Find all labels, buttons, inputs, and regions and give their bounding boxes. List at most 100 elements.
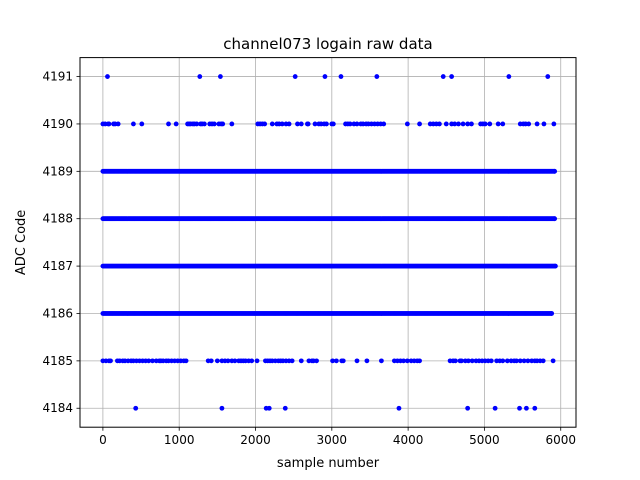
- data-point: [208, 358, 214, 364]
- data-point: [150, 358, 155, 364]
- x-tick-label: 4000: [393, 433, 424, 447]
- x-tick-label: 3000: [317, 433, 348, 447]
- data-point: [131, 121, 136, 127]
- data-point: [549, 311, 554, 316]
- data-point: [526, 121, 532, 127]
- data-point: [225, 358, 231, 364]
- data-point: [437, 121, 442, 127]
- data-point: [504, 358, 510, 364]
- data-point: [269, 121, 275, 127]
- y-tick-label: 4188: [42, 212, 73, 226]
- data-point: [466, 358, 471, 364]
- data-point: [541, 121, 547, 127]
- data-point: [347, 121, 353, 127]
- data-point: [106, 121, 112, 127]
- data-point: [517, 358, 523, 364]
- chart-title: channel073 logain raw data: [223, 35, 432, 53]
- data-point: [354, 121, 360, 127]
- data-point: [552, 168, 558, 174]
- data-point: [551, 121, 557, 127]
- data-point: [292, 74, 298, 79]
- data-point: [183, 358, 189, 364]
- data-point: [540, 358, 546, 364]
- plot-frame: [79, 57, 577, 428]
- data-point: [440, 74, 446, 79]
- data-point: [453, 358, 458, 364]
- x-tick-label: 2000: [240, 433, 271, 447]
- y-tick-label: 4191: [42, 70, 73, 84]
- data-point: [482, 121, 488, 127]
- y-tick-label: 4190: [42, 117, 73, 131]
- data-point: [443, 121, 449, 127]
- y-axis-label: ADC Code: [14, 210, 29, 275]
- data-point: [214, 358, 220, 364]
- data-point: [404, 121, 410, 127]
- data-point: [211, 121, 217, 127]
- y-tick-label: 4184: [42, 401, 73, 415]
- data-point: [115, 121, 121, 127]
- data-point: [514, 358, 519, 364]
- data-point: [469, 121, 474, 127]
- data-point: [521, 358, 527, 364]
- data-point: [396, 405, 402, 411]
- data-point: [354, 358, 360, 364]
- data-point: [105, 74, 110, 79]
- data-point: [506, 74, 512, 79]
- x-tick-label: 6000: [545, 433, 576, 447]
- data-point: [249, 358, 255, 364]
- data-point: [298, 358, 304, 364]
- data-point: [552, 263, 558, 269]
- x-tick-label: 1000: [164, 433, 195, 447]
- data-point: [487, 121, 493, 127]
- data-point: [201, 121, 207, 127]
- data-point: [139, 121, 145, 127]
- data-point: [517, 405, 522, 411]
- data-point: [314, 358, 319, 364]
- data-point: [534, 121, 540, 127]
- ticks-layer: 0 1000 2000 3000 4000 5000 6000 4184 4185 4186 418…: [42, 70, 576, 448]
- data-point: [552, 216, 558, 222]
- data-point: [379, 358, 384, 364]
- points-layer: [100, 74, 558, 411]
- data-point: [417, 121, 422, 127]
- data-point: [279, 121, 285, 127]
- data-point: [495, 121, 501, 127]
- data-point: [218, 74, 223, 79]
- data-point: [282, 405, 288, 411]
- data-point: [266, 405, 272, 411]
- data-point: [459, 358, 464, 364]
- plot-area: [80, 57, 576, 428]
- data-point: [364, 358, 370, 364]
- data-point: [374, 74, 380, 79]
- data-point: [108, 358, 113, 364]
- data-point: [298, 121, 304, 127]
- data-point: [340, 358, 346, 364]
- data-point: [197, 74, 203, 79]
- data-point: [219, 405, 225, 411]
- data-point: [254, 358, 260, 364]
- data-point: [295, 121, 300, 127]
- x-tick-label: 5000: [469, 433, 500, 447]
- data-point: [305, 121, 311, 127]
- data-point: [322, 74, 328, 79]
- data-point: [330, 121, 336, 127]
- data-point: [262, 121, 268, 127]
- data-point: [133, 405, 139, 411]
- data-point: [404, 358, 410, 364]
- data-point: [465, 121, 471, 127]
- data-point: [312, 121, 318, 127]
- y-tick-label: 4185: [42, 354, 73, 368]
- data-point: [401, 358, 406, 364]
- data-point: [381, 121, 387, 127]
- data-point: [524, 405, 529, 411]
- y-tick-label: 4187: [42, 259, 73, 273]
- x-axis-label: sample number: [277, 456, 380, 471]
- data-point: [492, 405, 498, 411]
- data-point: [330, 358, 335, 364]
- data-point: [229, 121, 235, 127]
- data-point: [449, 74, 455, 79]
- data-point: [469, 358, 475, 364]
- data-point: [550, 358, 556, 364]
